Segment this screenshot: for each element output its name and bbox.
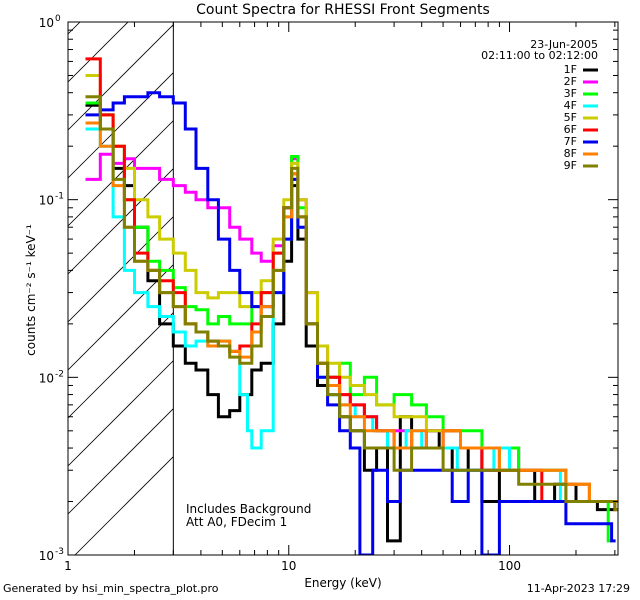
y-tick-exponent: -3 bbox=[55, 547, 64, 557]
hatch-line bbox=[68, 264, 174, 371]
y-tick-label: 10 bbox=[39, 194, 54, 208]
legend-label-8F: 8F bbox=[564, 147, 577, 160]
hatch-line bbox=[68, 120, 174, 227]
note-background: Includes Background bbox=[186, 502, 311, 516]
x-tick-label: 100 bbox=[498, 559, 521, 573]
x-tick-label: 1 bbox=[64, 559, 72, 573]
hatch-line bbox=[68, 24, 174, 131]
legend-label-9F: 9F bbox=[564, 159, 577, 172]
hatch-line bbox=[68, 312, 174, 419]
series-6F bbox=[85, 57, 618, 512]
y-tick-exponent: 0 bbox=[55, 14, 61, 24]
legend-time-range: 02:11:00 to 02:12:00 bbox=[481, 49, 598, 62]
spectra-series-group bbox=[85, 57, 618, 555]
x-axis-label: Energy (keV) bbox=[304, 576, 381, 590]
series-1F bbox=[85, 103, 618, 543]
hatch-line bbox=[68, 216, 174, 323]
legend-label-3F: 3F bbox=[564, 87, 577, 100]
note-attenuator: Att A0, FDecim 1 bbox=[186, 515, 287, 529]
legend-label-5F: 5F bbox=[564, 111, 577, 124]
legend-label-7F: 7F bbox=[564, 135, 577, 148]
hatch-line bbox=[68, 72, 174, 179]
series-9F bbox=[85, 95, 618, 512]
y-tick-exponent: -2 bbox=[55, 369, 64, 379]
plot-frame bbox=[67, 21, 619, 556]
legend-label-4F: 4F bbox=[564, 99, 577, 112]
y-tick-label: 10 bbox=[39, 371, 54, 385]
hatch-line bbox=[68, 22, 129, 83]
y-tick-label: 10 bbox=[39, 549, 54, 563]
legend-date: 23-Jun-2005 bbox=[530, 38, 598, 51]
series-5F bbox=[85, 74, 618, 503]
hatch-line bbox=[68, 360, 174, 467]
hatch-line bbox=[68, 408, 174, 515]
chart-title: Count Spectra for RHESSI Front Segments bbox=[196, 2, 490, 18]
footer-generator-text: Generated by hsi_min_spectra_plot.pro bbox=[3, 582, 219, 595]
low-energy-hatched-region bbox=[68, 22, 174, 555]
x-tick-label: 10 bbox=[281, 559, 296, 573]
y-tick-label: 10 bbox=[39, 16, 54, 30]
legend-label-2F: 2F bbox=[564, 75, 577, 88]
legend-label-1F: 1F bbox=[564, 63, 577, 76]
y-axis-label: counts cm⁻² s⁻¹ keV⁻¹ bbox=[24, 224, 38, 356]
hatch-line bbox=[68, 168, 174, 275]
y-tick-exponent: -1 bbox=[55, 192, 64, 202]
footer-timestamp: 11-Apr-2023 17:29 bbox=[526, 582, 630, 595]
legend-label-6F: 6F bbox=[564, 123, 577, 136]
hatch-line bbox=[74, 456, 174, 555]
